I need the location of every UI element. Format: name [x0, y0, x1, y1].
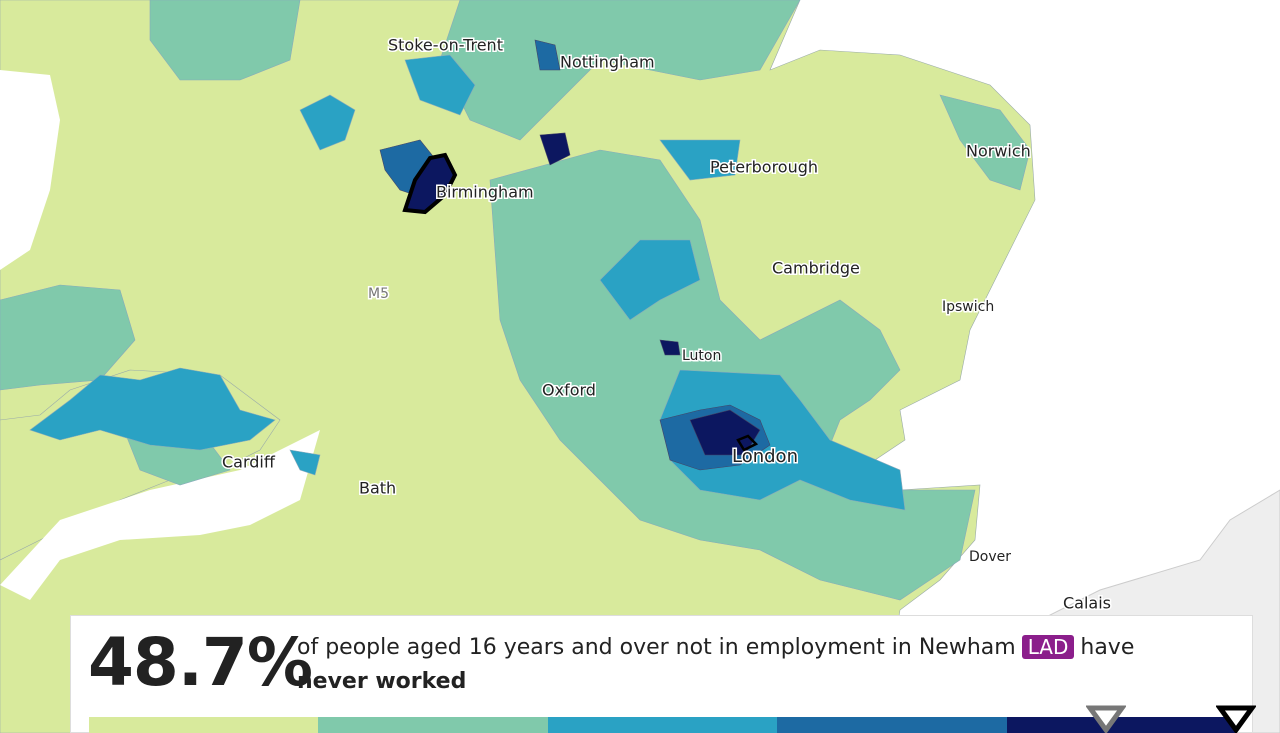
selected-area[interactable]: [402, 152, 458, 215]
legend-swatch: [318, 717, 548, 733]
legend: [89, 717, 1237, 733]
road-label: M5: [368, 286, 389, 302]
place-label: Luton: [682, 348, 721, 364]
area-marker: [1086, 705, 1126, 733]
stat-category: never worked: [297, 669, 467, 694]
legend-swatch: [777, 717, 1007, 733]
channel: [0, 430, 320, 600]
legend-swatch: [1006, 717, 1237, 733]
stat-value: 48.7%: [88, 624, 313, 701]
place-label: Oxford: [542, 381, 596, 400]
place-label: Calais: [1063, 594, 1111, 613]
selected-marker: [1216, 705, 1256, 733]
legend-swatch: [547, 717, 778, 733]
place-label: Cambridge: [772, 259, 860, 278]
stat-description-end: have: [1080, 635, 1135, 660]
place-label: Nottingham: [560, 53, 655, 72]
place-label: London: [732, 446, 798, 467]
geo-badge: LAD: [1021, 635, 1075, 659]
regions-high: [29, 54, 906, 511]
place-label: Dover: [969, 549, 1011, 565]
legend-swatch: [89, 717, 319, 733]
place-label: Ipswich: [942, 299, 994, 315]
stat-text: of people aged 16 years and over not in …: [297, 630, 1237, 699]
stat-description: of people aged 16 years and over not in …: [297, 635, 1016, 660]
wales-west: [0, 70, 60, 270]
place-label: Stoke-on-Trent: [388, 36, 503, 55]
place-label: Norwich: [966, 142, 1031, 161]
place-label: Cardiff: [222, 453, 276, 472]
selected-area-london[interactable]: [736, 434, 759, 452]
regions-darkest: [379, 39, 771, 471]
place-label: Peterborough: [710, 158, 818, 177]
place-label: Bath: [359, 479, 396, 498]
place-label: Birmingham: [436, 183, 534, 202]
info-panel: 48.7% of people aged 16 years and over n…: [70, 615, 1256, 733]
